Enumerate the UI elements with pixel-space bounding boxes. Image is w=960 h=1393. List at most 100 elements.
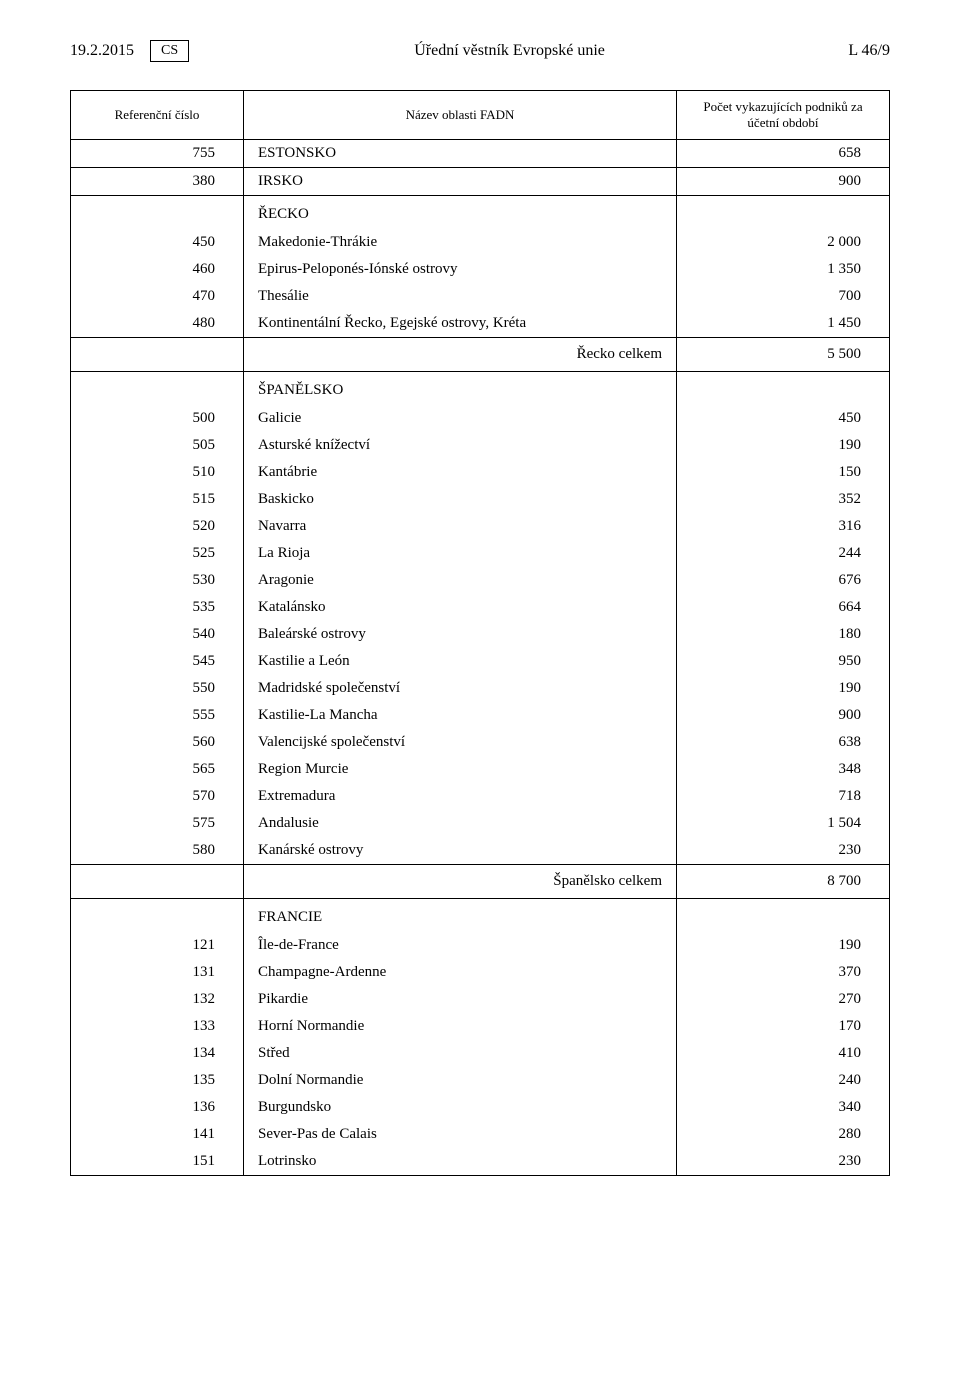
cell-ref: 505 [71,432,244,459]
cell-count: 190 [677,432,890,459]
cell-name: Kastilie-La Mancha [244,702,677,729]
cell-ref: 480 [71,310,244,338]
cell-total-label: Španělsko celkem [244,865,677,899]
cell-section-name: ŠPANĚLSKO [244,372,677,406]
table-row: 580Kanárské ostrovy230 [71,837,890,865]
cell-ref: 510 [71,459,244,486]
cell-name: Lotrinsko [244,1148,677,1176]
cell-count: 1 504 [677,810,890,837]
cell-ref: 136 [71,1094,244,1121]
table-row: 141Sever-Pas de Calais280 [71,1121,890,1148]
cell-name: Epirus-Peloponés-Iónské ostrovy [244,256,677,283]
cell-name: ESTONSKO [244,140,677,168]
cell-count: 638 [677,729,890,756]
cell-count: 244 [677,540,890,567]
page: 19.2.2015 CS Úřední věstník Evropské uni… [0,0,960,1216]
table-row: 450Makedonie-Thrákie2 000 [71,229,890,256]
table-row: 520Navarra316 [71,513,890,540]
cell-section-name: ŘECKO [244,196,677,230]
cell-ref: 540 [71,621,244,648]
table-row: 380IRSKO900 [71,168,890,196]
table-row: 121Île-de-France190 [71,932,890,959]
cell-name: IRSKO [244,168,677,196]
table-row: FRANCIE [71,899,890,933]
table-row: Španělsko celkem8 700 [71,865,890,899]
table-row: Řecko celkem5 500 [71,338,890,372]
cell-count: 230 [677,1148,890,1176]
cell-ref: 135 [71,1067,244,1094]
cell-name: Burgundsko [244,1094,677,1121]
cell-count: 370 [677,959,890,986]
cell-count: 1 450 [677,310,890,338]
cell-count: 1 350 [677,256,890,283]
cell-name: Aragonie [244,567,677,594]
cell-count: 950 [677,648,890,675]
cell-name: Kontinentální Řecko, Egejské ostrovy, Kr… [244,310,677,338]
cell-ref [71,899,244,933]
cell-name: Asturské knížectví [244,432,677,459]
cell-ref: 450 [71,229,244,256]
fadn-table: Referenční číslo Název oblasti FADN Poče… [70,90,890,1176]
cell-name: Makedonie-Thrákie [244,229,677,256]
cell-name: Kantábrie [244,459,677,486]
cell-count: 348 [677,756,890,783]
cell-name: Pikardie [244,986,677,1013]
cell-ref: 570 [71,783,244,810]
cell-name: Horní Normandie [244,1013,677,1040]
table-row: 555Kastilie-La Mancha900 [71,702,890,729]
col-name: Název oblasti FADN [244,91,677,140]
cell-name: Valencijské společenství [244,729,677,756]
cell-ref: 380 [71,168,244,196]
table-row: 515Baskicko352 [71,486,890,513]
cell-name: Île-de-France [244,932,677,959]
cell-ref: 520 [71,513,244,540]
cell-section-name: FRANCIE [244,899,677,933]
table-row: 545Kastilie a León950 [71,648,890,675]
cell-ref [71,196,244,230]
cell-count: 340 [677,1094,890,1121]
cell-ref: 580 [71,837,244,865]
table-row: 540Baleárské ostrovy180 [71,621,890,648]
table-row: ŘECKO [71,196,890,230]
cell-count: 658 [677,140,890,168]
cell-ref: 550 [71,675,244,702]
cell-ref: 565 [71,756,244,783]
table-row: 134Střed410 [71,1040,890,1067]
cell-ref: 555 [71,702,244,729]
cell-name: Navarra [244,513,677,540]
cell-count: 280 [677,1121,890,1148]
cell-ref: 525 [71,540,244,567]
table-row: 136Burgundsko340 [71,1094,890,1121]
table-row: 530Aragonie676 [71,567,890,594]
page-header: 19.2.2015 CS Úřední věstník Evropské uni… [70,40,890,62]
cell-count: 2 000 [677,229,890,256]
cell-count: 700 [677,283,890,310]
cell-ref: 560 [71,729,244,756]
cell-count: 240 [677,1067,890,1094]
table-row: 575Andalusie1 504 [71,810,890,837]
table-row: 135Dolní Normandie240 [71,1067,890,1094]
cell-count: 170 [677,1013,890,1040]
cell-count: 676 [677,567,890,594]
cell-name: La Rioja [244,540,677,567]
cell-name: Champagne-Ardenne [244,959,677,986]
cell-count: 900 [677,702,890,729]
cell-count [677,372,890,406]
cell-count: 270 [677,986,890,1013]
cell-count: 5 500 [677,338,890,372]
table-row: 550Madridské společenství190 [71,675,890,702]
cell-count: 900 [677,168,890,196]
cell-name: Kastilie a León [244,648,677,675]
cell-count: 450 [677,405,890,432]
cell-name: Kanárské ostrovy [244,837,677,865]
cell-ref [71,338,244,372]
cell-count: 180 [677,621,890,648]
cell-name: Galicie [244,405,677,432]
cell-count [677,196,890,230]
table-row: 560Valencijské společenství638 [71,729,890,756]
table-row: 131Champagne-Ardenne370 [71,959,890,986]
cell-ref [71,865,244,899]
table-row: 132Pikardie270 [71,986,890,1013]
cell-count: 664 [677,594,890,621]
cell-name: Dolní Normandie [244,1067,677,1094]
